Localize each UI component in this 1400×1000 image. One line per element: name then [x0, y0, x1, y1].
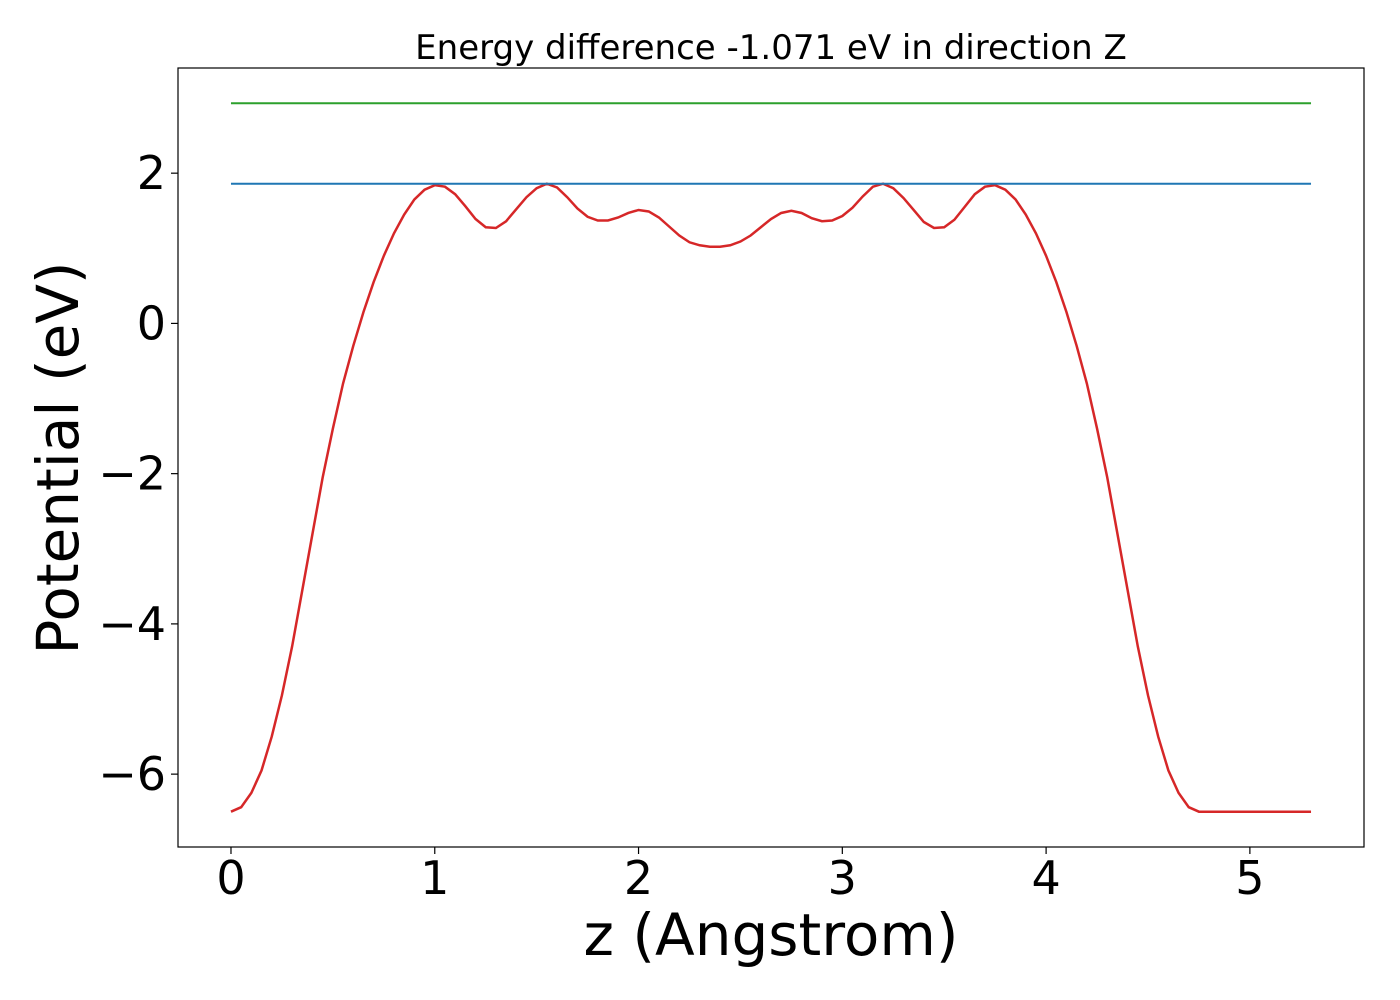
series-layer [230, 102, 1312, 813]
x-tick-label: 4 [1031, 851, 1060, 905]
y-axis-label: Potential (eV) [24, 261, 92, 654]
y-axis: −6 −4 −2 0 2 [98, 146, 178, 801]
y-tick-label: 2 [137, 146, 166, 200]
x-axis: 0 1 2 3 4 5 [216, 847, 1265, 905]
series-line-1 [230, 182, 1312, 813]
y-tick-label: −4 [98, 597, 166, 651]
chart-title: Energy difference -1.071 eV in direction… [415, 28, 1127, 68]
x-tick-label: 5 [1235, 851, 1264, 905]
x-tick-label: 1 [420, 851, 449, 905]
x-axis-label: z (Angstrom) [584, 901, 959, 969]
x-tick-label: 0 [216, 851, 245, 905]
y-tick-label: −2 [98, 447, 166, 501]
plot-frame [177, 67, 1365, 848]
y-tick-label: −6 [98, 747, 166, 801]
x-tick-label: 2 [624, 851, 653, 905]
y-tick-label: 0 [137, 296, 166, 350]
x-tick-label: 3 [828, 851, 857, 905]
